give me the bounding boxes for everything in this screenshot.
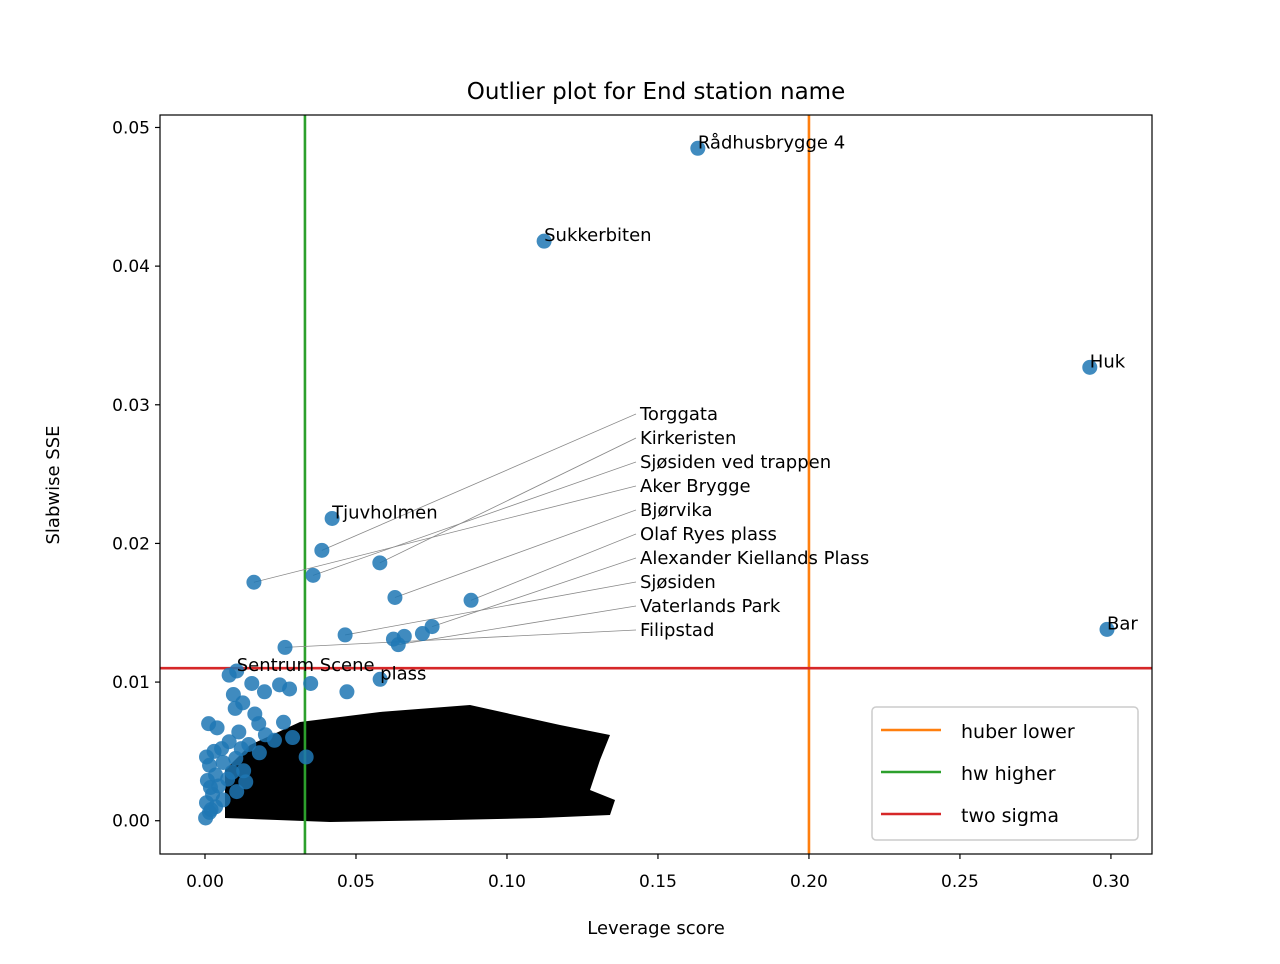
point-label: Huk (1090, 351, 1126, 372)
data-point (277, 639, 293, 655)
data-point (256, 684, 272, 700)
data-point (1099, 621, 1115, 637)
legend-label: two sigma (961, 805, 1059, 827)
x-axis-label: Leverage score (587, 918, 725, 939)
point-label: Filipstad (640, 620, 714, 641)
data-point (229, 784, 245, 800)
data-point (463, 592, 479, 608)
point-label: Sentrum Scene (237, 655, 375, 676)
label-leader-line (431, 557, 637, 627)
point-label: Sjøsiden ved trappen (640, 452, 831, 473)
data-point (337, 627, 353, 643)
data-point (251, 745, 267, 761)
data-point (314, 542, 330, 558)
data-point (215, 754, 231, 770)
point-label: Aker Brygge (640, 476, 751, 497)
data-point (285, 730, 301, 746)
label-leader-line (253, 485, 637, 583)
x-tick-label: 0.30 (1092, 872, 1130, 892)
y-axis-label: Slabwise SSE (43, 425, 64, 544)
label-leader-line (379, 437, 637, 564)
x-tick-label: 0.00 (186, 872, 224, 892)
overlapping-labels-mass (225, 705, 615, 822)
point-label: Bar (1107, 613, 1138, 634)
data-point (372, 555, 388, 571)
legend-label: hw higher (961, 763, 1056, 785)
data-point (372, 671, 388, 687)
point-label: plass (380, 663, 426, 684)
data-point (282, 681, 298, 697)
data-point (303, 675, 319, 691)
data-point (238, 774, 254, 790)
y-tick-label: 0.01 (112, 673, 150, 693)
data-point (233, 741, 249, 757)
label-leader-line (321, 413, 637, 551)
data-point (305, 567, 321, 583)
data-point (298, 749, 314, 765)
data-point (251, 716, 267, 732)
x-tick-label: 0.10 (488, 872, 526, 892)
x-tick-label: 0.20 (790, 872, 828, 892)
point-label: Vaterlands Park (640, 596, 781, 617)
data-point (390, 637, 406, 653)
data-point (690, 140, 706, 156)
data-point (202, 779, 218, 795)
data-point (339, 684, 355, 700)
point-label: Olaf Ryes plass (640, 524, 777, 545)
x-tick-label: 0.25 (941, 872, 979, 892)
data-point (236, 763, 252, 779)
data-point (276, 714, 292, 730)
label-leader-line (470, 533, 637, 601)
point-label: Tjuvholmen (331, 502, 438, 523)
y-tick-label: 0.03 (112, 396, 150, 416)
point-label: Sjøsiden (640, 572, 716, 593)
point-label: Bjørvika (640, 500, 713, 521)
x-tick-label: 0.05 (337, 872, 375, 892)
data-point (324, 510, 340, 526)
data-point (203, 802, 219, 818)
data-point (229, 663, 245, 679)
axes-frame (159, 114, 1153, 855)
label-leader-line (345, 581, 637, 636)
point-label: Torggata (639, 404, 718, 425)
legend: huber lower hw higher two sigma (871, 706, 1139, 841)
label-leader-line (312, 461, 637, 576)
data-point (231, 724, 247, 740)
point-label: Alexander Kiellands Plass (640, 548, 869, 569)
y-tick-label: 0.00 (112, 812, 150, 832)
data-point (536, 233, 552, 249)
data-point (214, 741, 230, 757)
label-leader-line (284, 629, 637, 648)
data-point (246, 574, 262, 590)
label-leader-line (398, 605, 637, 646)
data-point (215, 792, 231, 808)
point-label: Rådhusbrygge 4 (698, 132, 845, 153)
legend-label: huber lower (961, 721, 1075, 743)
data-point (1082, 359, 1098, 375)
data-point (424, 619, 440, 635)
data-point (235, 695, 251, 711)
y-tick-label: 0.04 (112, 257, 150, 277)
label-leader-line (394, 509, 637, 598)
data-point (387, 589, 403, 605)
y-tick-label: 0.02 (112, 534, 150, 554)
x-tick-label: 0.15 (639, 872, 677, 892)
point-label: Sukkerbiten (544, 225, 651, 246)
chart-title: Outlier plot for End station name (467, 79, 845, 105)
y-tick-label: 0.05 (112, 118, 150, 138)
data-point (224, 764, 240, 780)
data-point (257, 727, 273, 743)
data-point (244, 675, 260, 691)
data-point (209, 720, 225, 736)
point-label: Kirkeristen (640, 428, 736, 449)
